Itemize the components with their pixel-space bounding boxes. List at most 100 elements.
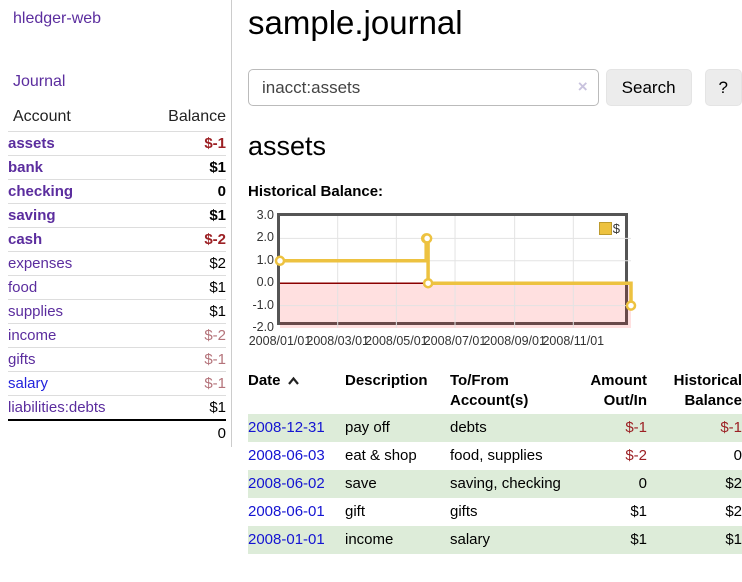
accounts-total-value: 0 bbox=[144, 419, 226, 446]
search-form: × Search ? bbox=[248, 69, 742, 106]
transaction-amount: $-2 bbox=[625, 447, 647, 464]
y-axis-tick-label: -2.0 bbox=[252, 320, 274, 334]
account-balance: $1 bbox=[144, 395, 226, 420]
transaction-balance: $2 bbox=[725, 475, 742, 492]
register-col-date[interactable]: Date bbox=[248, 368, 345, 414]
account-link[interactable]: gifts bbox=[8, 351, 36, 368]
register-table: Date Description To/From Account(s) Amou… bbox=[248, 368, 742, 554]
account-row: saving $1 bbox=[8, 203, 226, 228]
account-heading: assets bbox=[248, 131, 327, 161]
account-link[interactable]: liabilities:debts bbox=[8, 399, 106, 416]
legend-label: $ bbox=[612, 221, 620, 236]
transaction-description: gift bbox=[345, 503, 366, 520]
transaction-amount: 0 bbox=[638, 475, 647, 492]
transaction-description: income bbox=[345, 531, 394, 548]
account-balance: $-1 bbox=[144, 371, 226, 396]
transaction-row: 2008-06-03 eat & shop food, supplies $-2 0 bbox=[248, 442, 742, 470]
account-link[interactable]: income bbox=[8, 327, 57, 344]
chart-heading: Historical Balance: bbox=[248, 183, 384, 200]
account-balance: $-2 bbox=[144, 323, 226, 348]
transaction-amount: $1 bbox=[630, 531, 647, 548]
help-button[interactable]: ? bbox=[704, 69, 742, 106]
transaction-date-link[interactable]: 2008-06-02 bbox=[248, 475, 325, 492]
account-balance: $1 bbox=[144, 275, 226, 300]
account-link[interactable]: assets bbox=[8, 135, 55, 152]
transaction-date-link[interactable]: 2008-12-31 bbox=[248, 419, 325, 436]
page-title: sample.journal bbox=[248, 4, 463, 41]
accounts-table: Account Balance assets $-1 bank $1 checking 0… bbox=[8, 105, 226, 446]
transaction-balance: $1 bbox=[725, 531, 742, 548]
chart-plot-area: $ bbox=[274, 213, 637, 328]
sidebar: hledger-web Journal Account Balance asse… bbox=[0, 0, 232, 447]
legend-swatch-icon bbox=[598, 222, 612, 235]
account-link[interactable]: expenses bbox=[8, 255, 73, 272]
main-content: sample.journal × Search ? assets Histori… bbox=[248, 0, 742, 554]
account-row: income $-2 bbox=[8, 323, 226, 348]
transaction-row: 2008-06-01 gift gifts $1 $2 bbox=[248, 498, 742, 526]
x-axis-tick-label: 2008/05/01 bbox=[365, 334, 428, 348]
transaction-row: 2008-01-01 income salary $1 $1 bbox=[248, 526, 742, 554]
chart-legend: $ bbox=[598, 221, 620, 236]
y-axis-tick-label: 2.0 bbox=[256, 230, 274, 245]
account-balance: $1 bbox=[144, 155, 226, 180]
y-axis-tick-label: 0.0 bbox=[256, 275, 274, 290]
account-link[interactable]: cash bbox=[8, 231, 43, 248]
transaction-balance: $2 bbox=[725, 503, 742, 520]
y-axis-tick-label: 1.0 bbox=[256, 252, 274, 267]
search-input[interactable] bbox=[248, 69, 599, 106]
account-row: liabilities:debts $1 bbox=[8, 395, 226, 420]
register-col-description: Description bbox=[345, 372, 428, 389]
register-col-amount: Amount Out/In bbox=[590, 372, 647, 409]
account-balance: 0 bbox=[144, 179, 226, 204]
register-col-balance: Historical Balance bbox=[673, 372, 742, 409]
transaction-balance: 0 bbox=[733, 447, 742, 464]
app-brand-link[interactable]: hledger-web bbox=[13, 10, 102, 27]
account-row: checking 0 bbox=[8, 179, 226, 204]
transaction-row: 2008-12-31 pay off debts $-1 $-1 bbox=[248, 414, 742, 442]
historical-balance-chart: 3.0 2.0 1.0 0.0 -1.0 -2.0 $ 2008/01/01 2008/03… bbox=[248, 208, 742, 354]
account-row: food $1 bbox=[8, 275, 226, 300]
account-row: supplies $1 bbox=[8, 299, 226, 324]
transaction-amount: $1 bbox=[630, 503, 647, 520]
x-axis-tick-label: 2008/03/01 bbox=[306, 334, 369, 348]
account-balance: $2 bbox=[144, 251, 226, 276]
transaction-balance: $-1 bbox=[720, 419, 742, 436]
account-row: assets $-1 bbox=[8, 131, 226, 156]
transaction-accounts: saving, checking bbox=[450, 475, 561, 492]
transaction-date-link[interactable]: 2008-01-01 bbox=[248, 531, 325, 548]
y-axis-tick-label: 3.0 bbox=[256, 208, 274, 222]
account-balance: $1 bbox=[144, 299, 226, 324]
account-link[interactable]: supplies bbox=[8, 303, 64, 320]
accounts-col-account: Account bbox=[13, 108, 71, 125]
transaction-description: eat & shop bbox=[345, 447, 417, 464]
register-col-tofrom: To/From Account(s) bbox=[450, 372, 529, 409]
transaction-accounts: food, supplies bbox=[450, 447, 543, 464]
search-button[interactable]: Search bbox=[605, 69, 692, 106]
account-row: expenses $2 bbox=[8, 251, 226, 276]
x-axis-tick-label: 2008/11/01 bbox=[542, 334, 605, 348]
account-link[interactable]: saving bbox=[8, 207, 56, 224]
transaction-date-link[interactable]: 2008-06-01 bbox=[248, 503, 325, 520]
sidebar-item-journal[interactable]: Journal bbox=[13, 73, 66, 90]
account-link[interactable]: checking bbox=[8, 183, 74, 200]
transaction-date-link[interactable]: 2008-06-03 bbox=[248, 447, 325, 464]
accounts-total-row: 0 bbox=[8, 419, 226, 446]
x-axis-tick-label: 2008/01/01 bbox=[248, 334, 312, 348]
transaction-accounts: gifts bbox=[450, 503, 478, 520]
account-row: cash $-2 bbox=[8, 227, 226, 252]
account-balance: $1 bbox=[144, 203, 226, 228]
x-axis-tick-label: 2008/07/01 bbox=[423, 334, 487, 348]
x-axis-tick-label: 2008/09/01 bbox=[483, 334, 546, 348]
account-row: salary $-1 bbox=[8, 371, 226, 396]
transaction-description: pay off bbox=[345, 419, 390, 436]
account-link[interactable]: salary bbox=[8, 375, 49, 392]
account-link[interactable]: food bbox=[8, 279, 38, 296]
account-balance: $-2 bbox=[144, 227, 226, 252]
transaction-row: 2008-06-02 save saving, checking 0 $2 bbox=[248, 470, 742, 498]
transaction-description: save bbox=[345, 475, 377, 492]
transaction-accounts: debts bbox=[450, 419, 487, 436]
accounts-col-balance: Balance bbox=[168, 108, 226, 125]
clear-search-icon[interactable]: × bbox=[577, 77, 588, 96]
account-link[interactable]: bank bbox=[8, 159, 44, 176]
sort-ascending-chevron-icon bbox=[287, 376, 299, 385]
